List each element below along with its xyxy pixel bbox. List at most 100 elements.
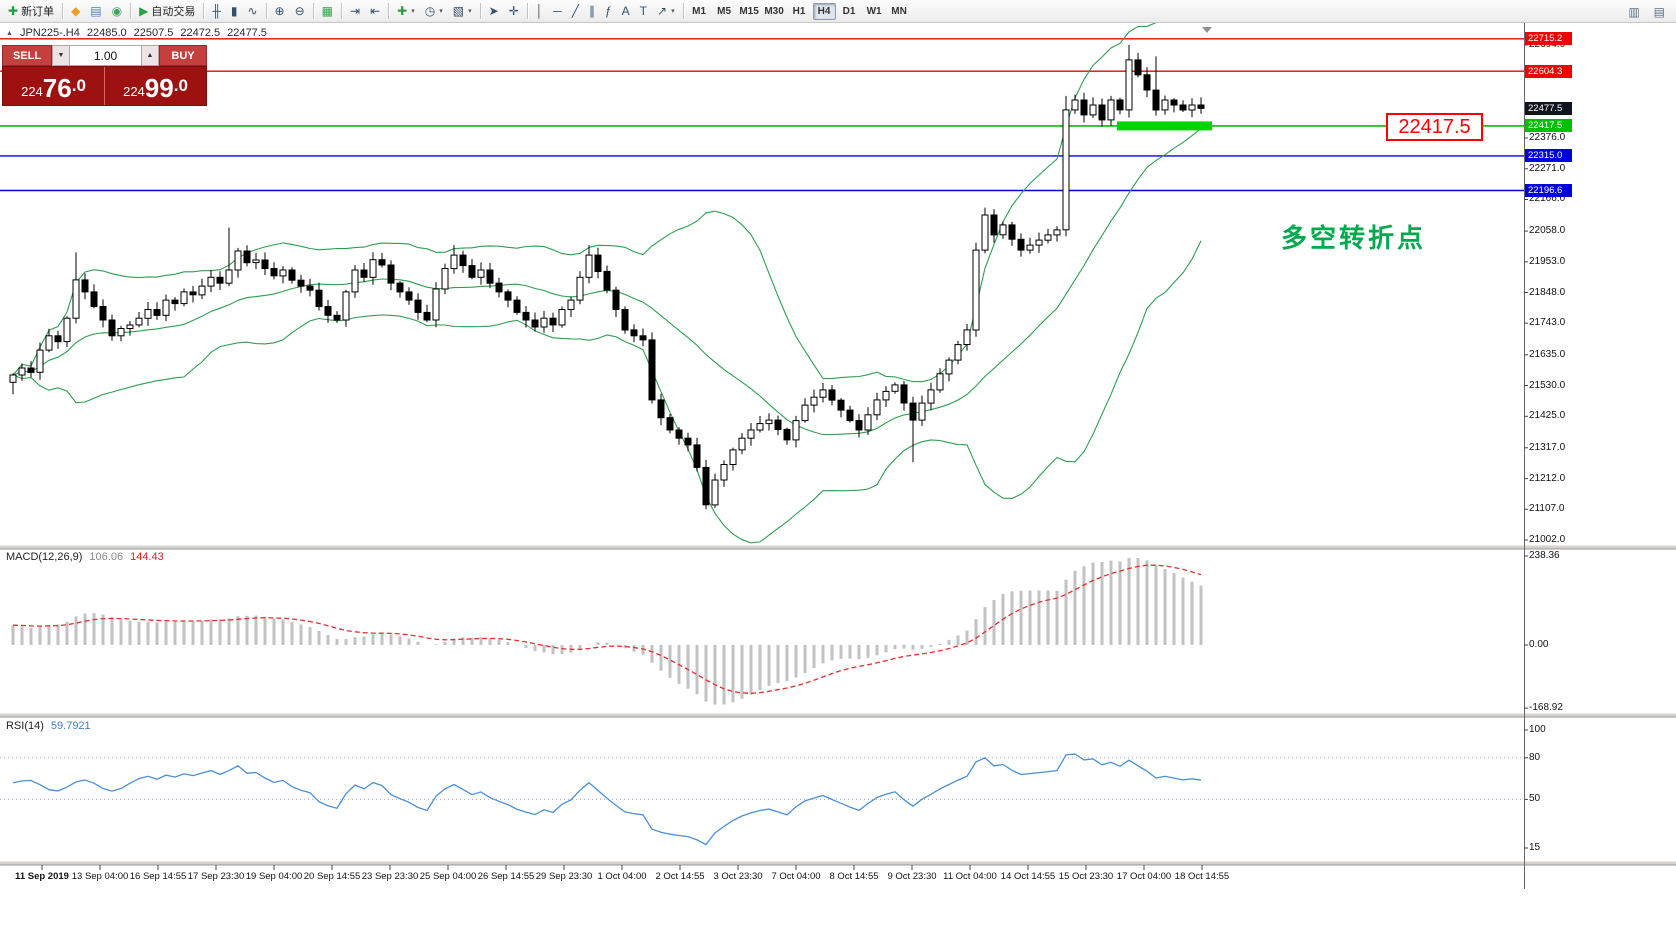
macd-axis-label: 0.00 [1529,639,1549,650]
text-button[interactable]: A [617,2,635,21]
time-axis-label: 18 Oct 14:55 [1174,871,1230,882]
autotrading-button[interactable]: ▶ 自动交易 [134,2,200,21]
ohlc-open: 22485.0 [86,27,127,39]
dropdown-arrow-icon: ▾ [468,8,472,15]
time-axis-label: 17 Sep 23:30 [187,871,245,882]
window-list-button[interactable]: ▤ [1649,2,1670,21]
line-chart-button[interactable]: ∿ [242,2,262,21]
tile-windows-icon: ▦ [321,4,334,18]
chart-shift-icon: ⇤ [370,4,381,18]
bar-chart-icon: ╫ [212,4,221,18]
timeframe-button-H1[interactable]: H1 [788,3,811,20]
current-price-tag: 22477.5 [1525,101,1572,115]
buy-price[interactable]: 224 99.0 [105,67,206,105]
auto-scroll-button[interactable]: ⇥ [345,2,365,21]
macd-axis-label: -168.92 [1529,702,1563,714]
timeframe-button-W1[interactable]: W1 [863,3,886,20]
level-price-tag: 22196.6 [1525,184,1572,198]
macd-histogram-layer [11,558,1203,705]
print-button[interactable]: ▤ [85,2,106,21]
price-axis-label: 21743.0 [1529,317,1566,329]
time-axis-label: 19 Sep 04:00 [245,871,303,882]
toolbar-separator [62,3,64,19]
buy-price-decimal: .0 [173,76,188,95]
rsi-line [12,753,1202,846]
zoom-out-icon: ⊖ [294,4,305,18]
vertical-line-button[interactable]: │ [531,2,549,21]
volume-decrease-button[interactable]: ▼ [52,45,70,66]
buy-button[interactable]: BUY [159,45,207,66]
sell-button[interactable]: SELL [2,45,52,66]
new-chart-shortcut-icon: ▥ [1628,4,1640,19]
sell-price[interactable]: 224 76.0 [3,67,104,105]
volume-input[interactable] [70,45,141,66]
dropdown-arrow-icon: ▾ [439,8,443,15]
arrows-button[interactable]: ↗ ▾ [652,2,680,21]
timeframe-button-M5[interactable]: M5 [713,3,736,20]
toolbar-separator [526,3,528,19]
timeframe-button-M1[interactable]: M1 [688,3,711,20]
dropdown-arrow-icon: ▾ [671,8,675,15]
periods-button[interactable]: ◷ ▾ [420,2,448,21]
new-chart-shortcut-button[interactable]: ▥ [1623,2,1644,21]
cursor-button[interactable]: ➤ [484,2,504,21]
indicators-button[interactable]: ✚ ▾ [392,2,420,21]
tile-windows-button[interactable]: ▦ [317,2,338,21]
equidistant-channel-button[interactable]: ∥ [584,2,600,21]
level-lines-layer [0,38,1524,192]
window-separator [0,545,1676,549]
templates-button[interactable]: ▧ ▾ [448,2,477,21]
cursor-icon: ➤ [488,4,499,18]
level-price-tag: 22417.5 [1525,119,1572,133]
print-icon: ▤ [90,4,102,18]
sell-price-decimal: .0 [71,76,86,95]
horizontal-line-button[interactable]: ─ [548,2,567,21]
time-axis-label: 11 Sep 2019 [15,871,69,882]
price-axis-label: 21635.0 [1529,348,1566,360]
macd-title: MACD(12,26,9) [6,551,83,563]
timeframe-button-M30[interactable]: M30 [763,3,786,20]
new-order-button[interactable]: ✚ 新订单 [3,2,59,21]
chart-shift-button[interactable]: ⇤ [365,2,385,21]
trendline-button[interactable]: ╱ [567,2,584,21]
price-divider [104,67,105,105]
bar-chart-button[interactable]: ╫ [207,2,226,21]
timeframe-button-H4[interactable]: H4 [812,2,836,20]
candlestick-chart-button[interactable]: ▮ [226,2,243,21]
price-axis-label: 21530.0 [1529,379,1566,391]
toolbar-separator [130,3,132,19]
price-axis-label: 22166.0 [1529,193,1566,205]
toolbar-separator [388,3,390,19]
symbol-marker-icon: ▲ [6,29,13,37]
indicators-icon: ✚ [397,4,408,18]
volume-increase-button[interactable]: ▲ [141,45,159,66]
sell-price-big: 76 [42,73,72,103]
triangle-down-icon: ▼ [57,52,65,59]
fibonacci-icon: ƒ [604,4,612,18]
trendline-icon: ╱ [571,4,579,18]
price-axis-label: 22376.0 [1529,132,1566,144]
time-axis-label: 23 Sep 23:30 [361,871,419,882]
price-axis-label: 21317.0 [1529,441,1566,453]
timeframe-button-D1[interactable]: D1 [838,3,861,20]
zoom-out-button[interactable]: ⊖ [290,2,310,21]
metaeditor-button[interactable]: ◆ [66,2,85,21]
sell-price-prefix: 224 [21,84,43,99]
time-axis-label: 25 Sep 04:00 [419,871,477,882]
buy-price-big: 99 [144,73,174,103]
zoom-in-button[interactable]: ⊕ [270,2,290,21]
timeframe-button-MN[interactable]: MN [888,3,911,20]
timeframe-button-M15[interactable]: M15 [738,3,761,20]
window-separator [0,861,1676,865]
text-label-button[interactable]: T [635,2,652,21]
time-axis-label: 26 Sep 14:55 [477,871,535,882]
macd-value-main: 106.06 [89,551,124,563]
alerts-button[interactable]: ◉ [107,2,127,21]
price-axis-label: 21425.0 [1529,410,1566,422]
fibonacci-button[interactable]: ƒ [600,2,617,21]
ohlc-high: 22507.5 [133,27,174,39]
ohlc-low: 22472.5 [180,27,221,39]
crosshair-button[interactable]: ✛ [504,2,524,21]
